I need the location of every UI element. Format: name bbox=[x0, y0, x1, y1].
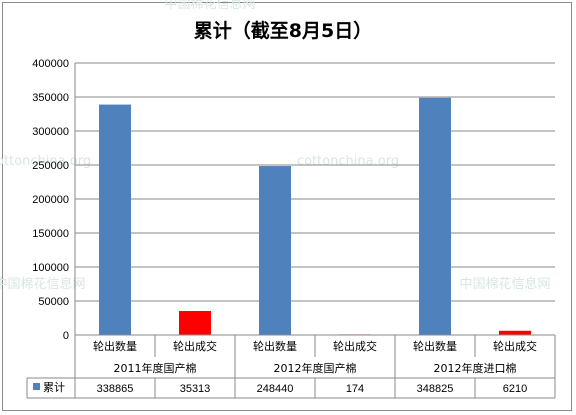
bar bbox=[499, 330, 531, 335]
y-tick-label: 100000 bbox=[32, 262, 69, 274]
data-label: 174 bbox=[346, 383, 364, 395]
x-group-label: 2012年度国产棉 bbox=[274, 361, 357, 375]
y-tick-label: 150000 bbox=[32, 228, 69, 240]
x-category-label: 轮出成交 bbox=[333, 339, 377, 353]
y-tick-label: 400000 bbox=[32, 58, 69, 70]
y-tick-label: 200000 bbox=[32, 194, 69, 206]
x-category-label: 轮出成交 bbox=[173, 339, 217, 353]
chart-title: 累计（截至8月5日） bbox=[194, 19, 372, 42]
watermark-text: cottonchina.org bbox=[297, 154, 399, 169]
y-axis-ticks: 0 50000 100000 150000 200000 250000 300000 3500… bbox=[32, 58, 69, 342]
legend-label: 累计 bbox=[43, 381, 65, 394]
watermark-text: 中国棉花信息网 bbox=[459, 276, 550, 292]
x-category-label: 轮出数量 bbox=[93, 339, 137, 353]
data-label: 338865 bbox=[97, 383, 134, 395]
bar bbox=[419, 97, 451, 335]
gridlines bbox=[74, 62, 555, 336]
data-label: 35313 bbox=[180, 383, 211, 395]
y-tick-label: 0 bbox=[63, 330, 69, 342]
bar bbox=[99, 104, 131, 335]
y-tick-label: 350000 bbox=[32, 92, 69, 104]
data-table: 轮出数量 轮出成交 轮出数量 轮出成交 轮出数量 轮出成交 2011年度国产棉 2012年度国… bbox=[26, 334, 556, 399]
data-label: 6210 bbox=[503, 383, 527, 395]
y-tick-label: 250000 bbox=[32, 160, 69, 172]
watermark-text: 中国棉花信息网 bbox=[164, 0, 255, 12]
x-category-label: 轮出数量 bbox=[413, 339, 457, 353]
x-category-label: 轮出数量 bbox=[253, 339, 297, 353]
data-label: 348825 bbox=[417, 383, 454, 395]
data-label: 248440 bbox=[257, 383, 294, 395]
y-tick-label: 300000 bbox=[32, 126, 69, 138]
bar bbox=[179, 310, 211, 335]
x-group-label: 2012年度进口棉 bbox=[434, 361, 517, 375]
watermark-text: 中国棉花信息网 bbox=[0, 276, 86, 292]
watermark-layer: 中国棉花信息网 cottonchina.org cottonchina.org … bbox=[0, 0, 551, 292]
bar bbox=[259, 166, 291, 335]
legend-swatch bbox=[33, 383, 40, 390]
y-tick-label: 50000 bbox=[38, 296, 69, 308]
x-category-label: 轮出成交 bbox=[493, 339, 537, 353]
x-group-label: 2011年度国产棉 bbox=[114, 361, 197, 375]
bars bbox=[99, 97, 531, 335]
watermark-text: cottonchina.org bbox=[0, 154, 91, 169]
